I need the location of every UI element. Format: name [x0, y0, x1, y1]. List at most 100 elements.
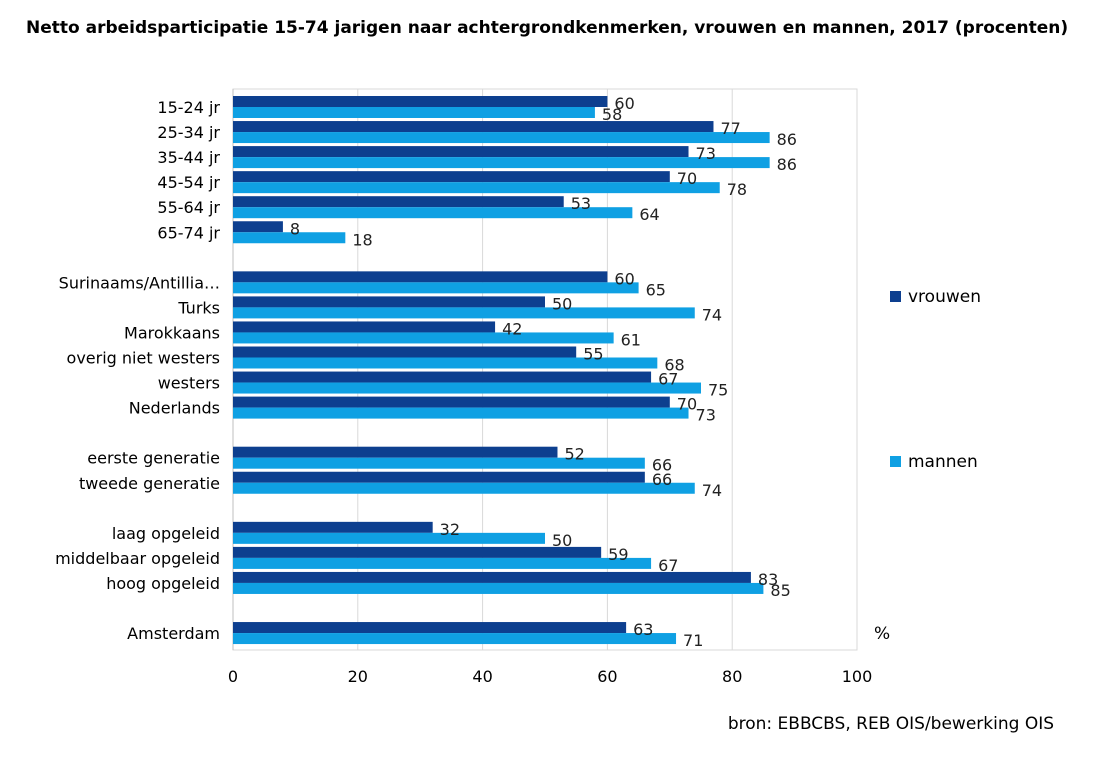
- data-label-mannen: 74: [702, 305, 722, 324]
- bar-mannen: [233, 207, 633, 219]
- data-label-mannen: 75: [708, 381, 728, 400]
- bar-mannen: [233, 332, 614, 344]
- category-label: overig niet westers: [67, 349, 220, 368]
- category-label: tweede generatie: [79, 474, 220, 493]
- bar-vrouwen: [233, 396, 670, 408]
- bar-vrouwen: [233, 146, 689, 158]
- bar-mannen: [233, 633, 677, 645]
- bar-vrouwen: [233, 296, 545, 308]
- data-label-vrouwen: 50: [552, 294, 572, 313]
- bar-mannen: [233, 407, 689, 419]
- data-label-vrouwen: 77: [720, 119, 740, 138]
- data-label-vrouwen: 59: [608, 545, 628, 564]
- x-tick-label: 40: [472, 667, 492, 686]
- bars: [233, 96, 770, 645]
- category-label: Marokkaans: [124, 323, 220, 342]
- data-label-mannen: 85: [770, 581, 790, 600]
- data-label-mannen: 68: [664, 356, 684, 375]
- bar-mannen: [233, 582, 764, 594]
- data-label-mannen: 61: [621, 330, 641, 349]
- x-tick-label: 20: [348, 667, 368, 686]
- bar-vrouwen: [233, 446, 558, 458]
- data-label-mannen: 65: [646, 280, 666, 299]
- data-label-mannen: 67: [658, 556, 678, 575]
- bar-vrouwen: [233, 96, 608, 107]
- data-label-mannen: 74: [702, 481, 722, 500]
- data-label-mannen: 86: [777, 155, 797, 174]
- category-label: 15-24 jr: [157, 98, 220, 117]
- chart-title: Netto arbeidsparticipatie 15-74 jarigen …: [26, 18, 1069, 38]
- legend-label-mannen: mannen: [908, 452, 978, 472]
- category-label: 25-34 jr: [157, 123, 220, 142]
- data-label-vrouwen: 67: [658, 370, 678, 389]
- category-label: 35-44 jr: [157, 148, 220, 167]
- data-label-vrouwen: 70: [677, 169, 697, 188]
- unit-label: %: [874, 624, 890, 644]
- category-label: laag opgeleid: [112, 524, 220, 543]
- category-label: 65-74 jr: [157, 223, 220, 242]
- category-label: hoog opgeleid: [106, 574, 220, 593]
- bar-mannen: [233, 182, 720, 194]
- bar-vrouwen: [233, 271, 608, 283]
- bar-mannen: [233, 232, 346, 244]
- x-tick-label: 60: [597, 667, 617, 686]
- bar-vrouwen: [233, 471, 645, 483]
- data-label-mannen: 86: [777, 130, 797, 149]
- source-note: bron: EBBCBS, REB OIS/bewerking OIS: [727, 714, 1054, 734]
- data-label-vrouwen: 55: [583, 345, 603, 364]
- category-label: Amsterdam: [127, 624, 220, 643]
- bar-vrouwen: [233, 622, 627, 634]
- category-label: eerste generatie: [87, 449, 220, 468]
- bar-mannen: [233, 557, 652, 569]
- x-tick-label: 80: [722, 667, 742, 686]
- bar-mannen: [233, 132, 770, 144]
- data-label-vrouwen: 53: [571, 194, 591, 213]
- data-label-vrouwen: 8: [290, 219, 300, 238]
- category-label: 55-64 jr: [157, 198, 220, 217]
- data-label-vrouwen: 66: [652, 470, 672, 489]
- legend-label-vrouwen: vrouwen: [908, 287, 981, 307]
- data-label-mannen: 58: [602, 105, 622, 124]
- data-label-vrouwen: 32: [440, 520, 460, 539]
- data-label-vrouwen: 52: [564, 445, 584, 464]
- bar-vrouwen: [233, 571, 751, 583]
- data-label-mannen: 18: [352, 230, 372, 249]
- bar-mannen: [233, 357, 658, 369]
- data-label-mannen: 71: [683, 631, 703, 650]
- x-tick-label: 0: [228, 667, 238, 686]
- data-label-vrouwen: 83: [758, 570, 778, 589]
- category-label: Nederlands: [129, 399, 220, 418]
- bar-vrouwen: [233, 121, 714, 133]
- data-label-mannen: 50: [552, 531, 572, 550]
- data-label-vrouwen: 63: [633, 620, 653, 639]
- bar-mannen: [233, 532, 545, 544]
- legend-swatch-mannen: [890, 456, 901, 467]
- bar-vrouwen: [233, 546, 602, 558]
- bar-mannen: [233, 482, 695, 494]
- bar-mannen: [233, 107, 595, 118]
- category-label: 45-54 jr: [157, 173, 220, 192]
- data-label-vrouwen: 60: [614, 94, 634, 113]
- x-tick-label: 100: [842, 667, 873, 686]
- data-label-vrouwen: 73: [696, 144, 716, 163]
- x-axis-tick-labels: 0 20 40 60 80 100: [228, 667, 872, 686]
- bar-mannen: [233, 457, 645, 469]
- bar-mannen: [233, 382, 701, 394]
- bar-vrouwen: [233, 371, 652, 383]
- category-label: middelbaar opgeleid: [55, 549, 220, 568]
- category-labels: 15-24 jr 25-34 jr 35-44 jr 45-54 jr 55-64 jr…: [55, 98, 220, 643]
- legend-swatch-vrouwen: [890, 291, 901, 302]
- data-labels: 6058778673867078536481860655074426155686…: [290, 94, 797, 650]
- bar-vrouwen: [233, 171, 670, 183]
- data-label-mannen: 73: [696, 406, 716, 425]
- bar-mannen: [233, 157, 770, 169]
- category-label: Surinaams/Antillia…: [59, 273, 220, 292]
- bar-vrouwen: [233, 196, 564, 208]
- data-label-mannen: 64: [639, 205, 659, 224]
- data-label-mannen: 66: [652, 456, 672, 475]
- bar-vrouwen: [233, 221, 283, 233]
- data-label-vrouwen: 60: [614, 269, 634, 288]
- category-label: Turks: [177, 298, 220, 317]
- data-label-vrouwen: 70: [677, 395, 697, 414]
